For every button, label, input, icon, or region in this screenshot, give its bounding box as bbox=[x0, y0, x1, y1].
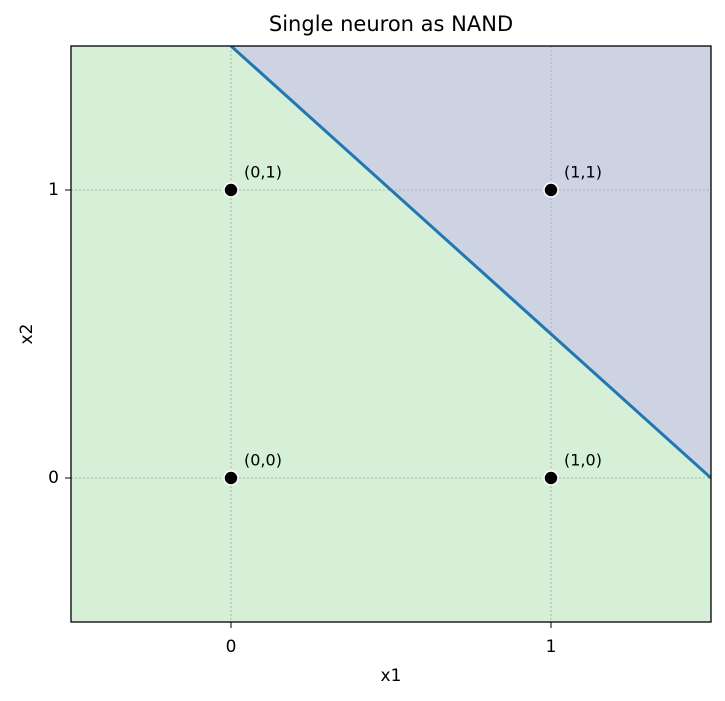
y-axis-label: x2 bbox=[17, 324, 37, 345]
point bbox=[223, 182, 239, 198]
plot-frame bbox=[70, 45, 712, 623]
y-tick-label: 0 bbox=[48, 468, 59, 488]
point-label: (0,1) bbox=[244, 163, 282, 182]
lines bbox=[229, 46, 711, 480]
x-tick-label: 1 bbox=[546, 637, 557, 657]
point-label: (1,0) bbox=[564, 451, 602, 470]
x-tick-label: 0 bbox=[226, 637, 237, 657]
regions bbox=[71, 46, 711, 622]
chart-title: Single neuron as NAND bbox=[269, 12, 513, 36]
point bbox=[543, 470, 559, 486]
y-tick-label: 1 bbox=[48, 180, 59, 200]
decision-boundary bbox=[229, 46, 711, 480]
x-axis-label: x1 bbox=[381, 666, 402, 686]
point-label: (0,0) bbox=[244, 451, 282, 470]
point-label: (1,1) bbox=[564, 163, 602, 182]
marks: (0,0) (0,1) (1,0) (1,1) bbox=[223, 163, 602, 486]
point bbox=[223, 470, 239, 486]
point bbox=[543, 182, 559, 198]
